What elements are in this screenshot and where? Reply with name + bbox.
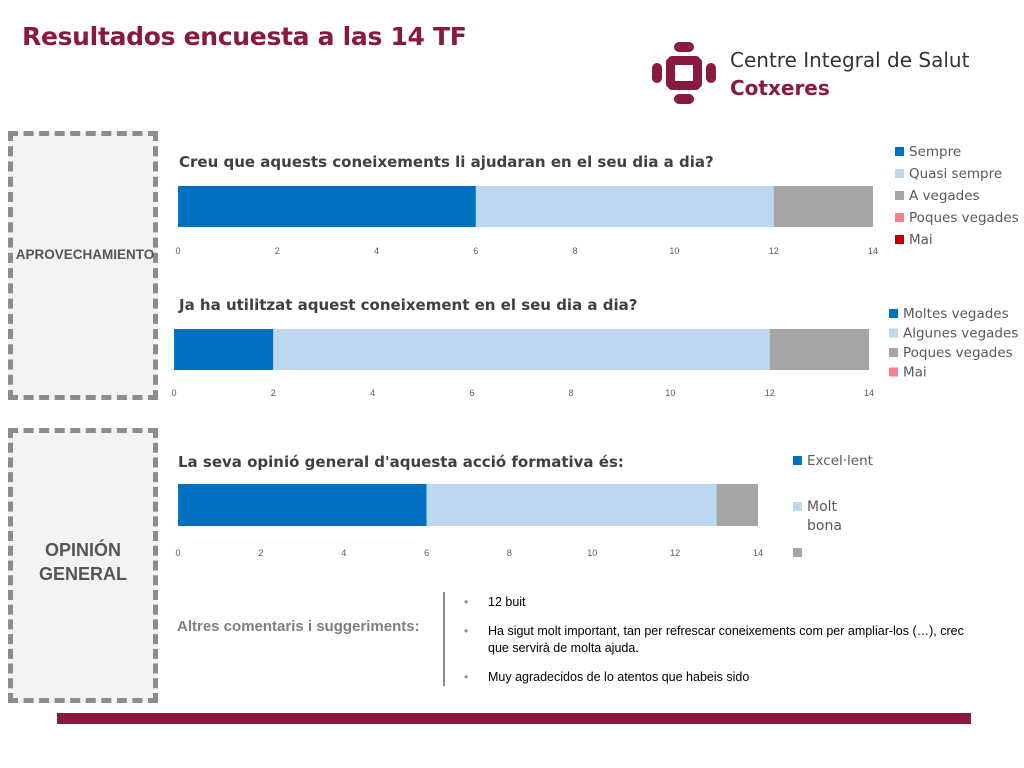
bar-segment [178,484,427,526]
x-tick-label: 12 [670,548,680,558]
x-tick-label: 10 [669,246,679,256]
comments-list: • 12 buit • Ha sigut molt important, tan p… [464,594,984,698]
bar-segment [174,329,274,370]
comment-item: • Muy agradecidos de lo atentos que habei… [464,669,984,686]
bar-segment [716,484,758,526]
x-tick-label: 0 [175,548,180,558]
legend-swatch [895,169,904,178]
x-tick-label: 4 [374,246,379,256]
legend-swatch [889,348,898,357]
legend-label: Quasi sempre [909,166,1002,182]
legend-swatch [895,147,904,156]
legend-label: Poques vegades [909,210,1019,226]
legend-swatch [889,367,898,377]
x-tick-label: 2 [275,246,280,256]
opinion-panel [8,428,158,703]
x-tick-label: 14 [868,246,878,256]
x-tick-label: 6 [469,388,474,398]
legend-label: Sempre [909,144,961,160]
chart-title: Ja ha utilitzat aquest coneixement en el… [178,296,637,314]
legend-label: Excel·lent [807,453,873,469]
x-tick-label: 6 [473,246,478,256]
comment-text: Muy agradecidos de lo atentos que habeis… [488,670,750,684]
x-tick-label: 6 [424,548,429,558]
comments-label: Altres comentaris i suggeriments: [177,618,420,635]
x-tick-label: 8 [507,548,512,558]
x-tick-label: 8 [573,246,578,256]
x-tick-label: 12 [769,246,779,256]
logo-cross-icon [652,42,716,104]
aprovechamiento-label: APROVECHAMIENTO [15,247,155,262]
bar-segment [773,186,873,227]
comments-divider [443,592,445,686]
legend-label: Poques vegades [903,345,1013,361]
legend-label: Mai [909,232,933,248]
legend-label: Algunes vegades [903,326,1018,342]
legend-label: Moltes vegades [903,306,1009,322]
x-tick-label: 14 [864,388,874,398]
legend-swatch [895,191,904,200]
footer-bar [57,713,971,724]
comment-item: • 12 buit [464,594,984,611]
logo: Centre Integral de Salut Cotxeres [652,42,982,104]
x-tick-label: 10 [587,548,597,558]
legend-swatch [793,456,802,465]
bar-segment [769,329,869,370]
legend-label: Molt [807,499,838,515]
x-tick-label: 0 [175,246,180,256]
logo-location: Cotxeres [730,76,830,100]
x-tick-label: 12 [765,388,775,398]
chart-title: Creu que aquests coneixements li ajudara… [179,153,714,171]
bullet-icon: • [464,670,469,684]
comment-item: • Ha sigut molt important, tan per refres… [464,623,984,657]
chart-title: La seva opinió general d'aquesta acció f… [178,453,624,471]
legend-label: bona [807,518,842,534]
opinion-label-line1: OPINIÓN [44,540,121,560]
x-tick-label: 4 [341,548,346,558]
legend-swatch [793,502,802,511]
bullet-icon: • [464,624,469,638]
bar-segment [178,186,476,227]
x-tick-label: 8 [569,388,574,398]
legend-label: A vegades [909,188,980,204]
comment-text: Ha sigut molt important, tan per refresc… [488,624,964,655]
comment-text: 12 buit [488,595,526,609]
aprovechamiento-panel [8,131,158,400]
opinion-label-line2: GENERAL [38,564,127,584]
legend-swatch [895,213,904,222]
bar-segment [426,484,717,526]
page-title: Resultados encuesta a las 14 TF [22,22,467,51]
legend-label: Mai [903,365,927,381]
x-tick-label: 2 [271,388,276,398]
bar-segment [475,186,774,227]
legend-swatch [793,548,802,557]
legend-swatch [895,235,904,244]
x-tick-label: 4 [370,388,375,398]
bullet-icon: • [464,595,469,609]
x-tick-label: 14 [753,548,763,558]
x-tick-label: 10 [665,388,675,398]
bar-segment [273,329,770,370]
logo-name: Centre Integral de Salut [730,48,970,72]
x-tick-label: 2 [258,548,263,558]
legend-swatch [889,328,898,338]
legend-swatch [889,309,898,318]
x-tick-label: 0 [171,388,176,398]
opinion-label: OPINIÓN GENERAL [20,538,146,586]
